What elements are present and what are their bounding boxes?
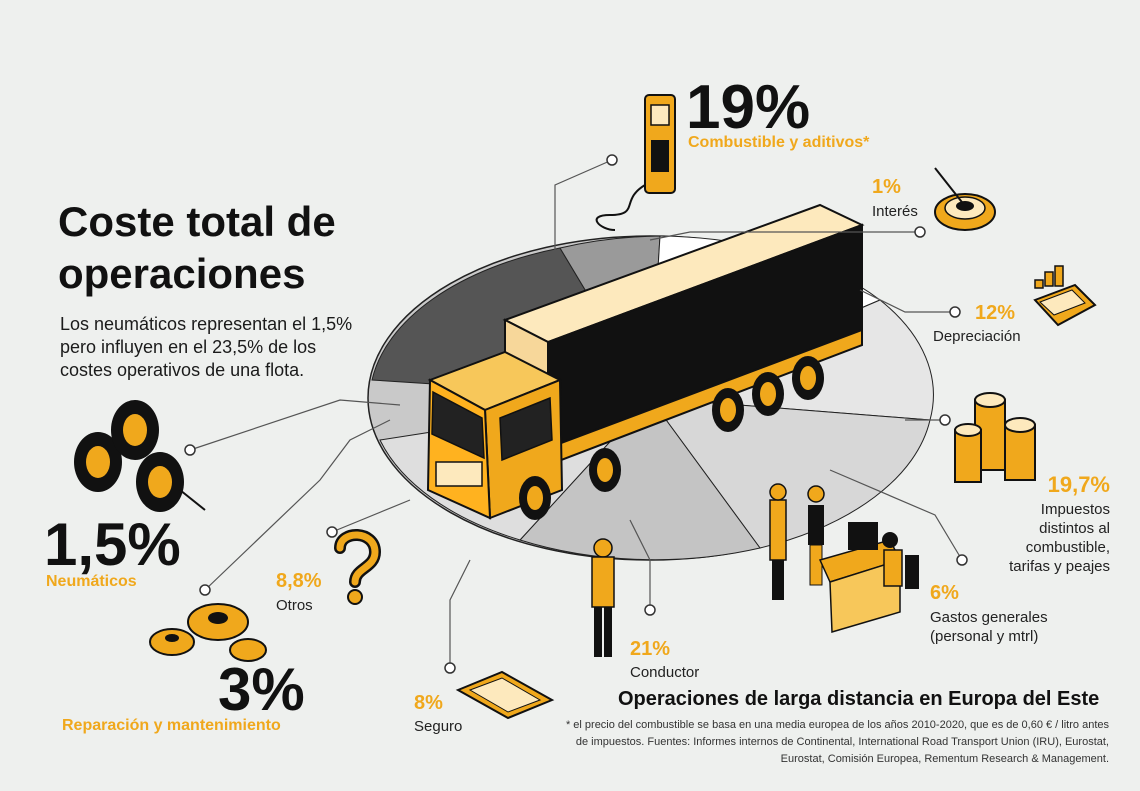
- overhead-label-line-2: (personal y mtrl): [930, 628, 1039, 645]
- driver-percent: 21%: [630, 638, 671, 660]
- page-title: Coste total de operaciones: [58, 196, 336, 300]
- repair-percent: 3%: [218, 656, 305, 723]
- overhead-label: Gastos generales (personal y mtrl): [930, 608, 1048, 646]
- tyres-percent: 1,5%: [44, 511, 181, 578]
- footnote: * el precio del combustible se basa en u…: [489, 717, 1109, 768]
- section-heading: Operaciones de larga distancia en Europa…: [618, 688, 1100, 710]
- interest-percent: 1%: [872, 176, 901, 198]
- taxes-percent: 19,7%: [1047, 472, 1110, 497]
- gears-icon: [149, 603, 267, 662]
- depreciation-label: Depreciación: [933, 328, 1021, 345]
- depreciation-percent: 12%: [975, 302, 1016, 324]
- other-percent: 8,8%: [276, 570, 322, 592]
- footnote-line-2: de impuestos. Fuentes: Informes internos…: [575, 736, 1109, 748]
- footnote-line-1: * el precio del combustible se basa en u…: [565, 719, 1109, 731]
- truck-illustration: [426, 203, 865, 520]
- overhead-label-line-1: Gastos generales: [930, 609, 1048, 626]
- question-mark-icon: [334, 529, 382, 605]
- coin-stacks-icon: [954, 392, 1036, 483]
- taxes-label: Impuestos distintos al combustible, tari…: [1009, 500, 1110, 576]
- leader-dots: [184, 154, 968, 674]
- insurance-label: Seguro: [414, 718, 463, 735]
- taxes-label-line-4: tarifas y peajes: [1009, 558, 1110, 575]
- leader-lines: [189, 159, 963, 668]
- fuel-pump-icon: [595, 94, 676, 231]
- tyres-label: Neumáticos: [46, 573, 137, 590]
- subtitle: Los neumáticos representan el 1,5% pero …: [60, 313, 390, 382]
- insurance-percent: 8%: [414, 692, 443, 714]
- subtitle-line-2: pero influyen en el 23,5% de los: [60, 337, 317, 357]
- subtitle-line-1: Los neumáticos representan el 1,5%: [60, 314, 353, 334]
- taxes-label-line-2: distintos al: [1039, 520, 1110, 537]
- insurance-document-icon: [455, 670, 555, 720]
- other-label: Otros: [276, 597, 313, 614]
- office-people-icon: [769, 483, 919, 633]
- calculator-icon: [1033, 265, 1097, 327]
- repair-label: Reparación y mantenimiento: [62, 717, 281, 734]
- taxes-label-line-1: Impuestos: [1040, 501, 1110, 518]
- taxes-label-line-3: combustible,: [1025, 539, 1110, 556]
- target-icon: [934, 167, 996, 231]
- subtitle-line-3: costes operativos de una flota.: [60, 360, 305, 380]
- title-line-2: operaciones: [58, 250, 306, 297]
- fuel-percent: 19%: [686, 73, 811, 142]
- driver-label: Conductor: [630, 664, 700, 681]
- title-line-1: Coste total de: [58, 198, 336, 245]
- driver-icon: [591, 538, 615, 657]
- interest-label: Interés: [872, 203, 918, 220]
- overhead-percent: 6%: [930, 582, 959, 604]
- footnote-line-3: Eurostat, Comisión Europea, Rementum Res…: [780, 753, 1109, 765]
- fuel-label: Combustible y aditivos*: [688, 134, 870, 151]
- tyres-icon: [74, 400, 206, 512]
